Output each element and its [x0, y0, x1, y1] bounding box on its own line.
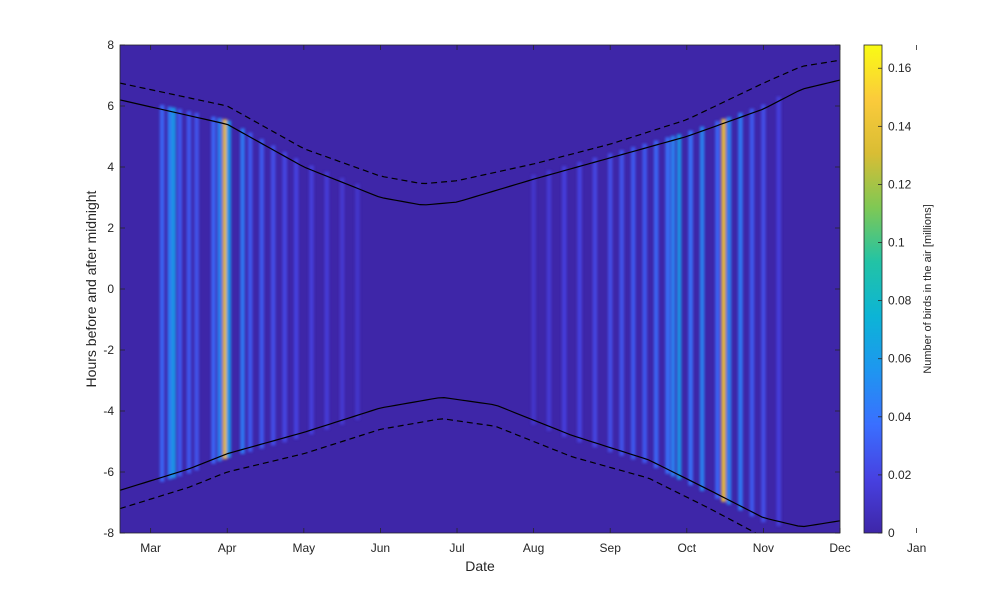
- colorbar-title: Number of birds in the air [millions]: [922, 204, 934, 373]
- migration-column: [665, 137, 670, 474]
- colorbar-tick-label: 0.1: [888, 236, 905, 250]
- y-tick-label: 2: [107, 221, 114, 235]
- migration-column: [247, 132, 253, 452]
- migration-column: [282, 151, 287, 443]
- migration-column: [721, 118, 726, 502]
- migration-column: [607, 153, 613, 453]
- migration-column: [630, 146, 636, 460]
- migration-column: [309, 165, 314, 435]
- migration-column: [186, 111, 192, 474]
- colorbar-tick-label: 0.14: [888, 119, 912, 133]
- migration-column: [688, 130, 693, 486]
- colorbar-tick-label: 0.16: [888, 61, 912, 75]
- y-tick-label: 8: [107, 38, 114, 52]
- migration-column: [726, 116, 732, 505]
- migration-column: [738, 112, 743, 511]
- colorbar-gradient: [863, 44, 883, 534]
- migration-column: [226, 120, 232, 458]
- migration-column: [715, 120, 720, 499]
- migration-column: [211, 116, 216, 464]
- y-tick-label: -6: [103, 465, 114, 479]
- migration-column: [653, 140, 659, 469]
- x-tick-label: May: [292, 541, 315, 555]
- migration-column: [159, 104, 165, 482]
- x-tick-label: Jan: [907, 541, 926, 555]
- x-tick-label: Mar: [140, 541, 161, 555]
- migration-column: [171, 107, 176, 479]
- y-tick-label: 0: [107, 282, 114, 296]
- plot-area: [119, 44, 841, 534]
- migration-column: [259, 138, 264, 449]
- migration-column: [177, 108, 183, 477]
- x-tick-label: Jul: [449, 541, 464, 555]
- colorbar-tick-label: 0: [888, 526, 895, 540]
- migration-column: [619, 150, 624, 456]
- colorbar-tick-label: 0.08: [888, 294, 912, 308]
- y-tick-label: -8: [103, 526, 114, 540]
- x-tick-label: Jun: [371, 541, 390, 555]
- y-axis: 8 6 4 2 0 -2 -4 -6 -8: [103, 38, 840, 540]
- plot-background: [120, 45, 840, 533]
- x-tick-label: Apr: [218, 541, 237, 555]
- sunrise-curve: [120, 396, 840, 528]
- migration-column: [749, 108, 755, 517]
- colorbar-tick-label: 0.06: [888, 352, 912, 366]
- migration-column: [670, 135, 676, 477]
- migration-column: [592, 157, 598, 448]
- colorbar-tick-label: 0.02: [888, 468, 912, 482]
- colorbar-ticks: 0 0.02 0.04 0.06 0.08 0.1 0.12 0.14 0.16: [878, 61, 912, 540]
- migration-column: [167, 106, 173, 480]
- colorbar: 0 0.02 0.04 0.06 0.08 0.1 0.12 0.14 0.16 Number …: [863, 44, 934, 540]
- migration-column: [642, 143, 647, 464]
- y-tick-label: 6: [107, 99, 114, 113]
- y-tick-label: 4: [107, 160, 114, 174]
- migration-column: [676, 134, 682, 480]
- x-tick-label: Nov: [753, 541, 774, 555]
- x-tick-label: Oct: [677, 541, 696, 555]
- migration-column: [546, 170, 552, 431]
- y-axis-title: Hours before and after midnight: [83, 190, 99, 387]
- migration-column: [324, 171, 330, 430]
- migration-column: [270, 145, 276, 446]
- colorbar-tick-label: 0.04: [888, 410, 912, 424]
- migration-column: [217, 117, 222, 462]
- x-axis: Mar Apr May Jun Jul Aug Sep Oct Nov Dec Jan: [140, 45, 926, 555]
- x-axis-title: Date: [465, 558, 495, 574]
- twilight-curves: [120, 59, 840, 533]
- x-tick-label: Aug: [523, 541, 544, 555]
- migration-column: [561, 166, 567, 437]
- migration-column: [776, 96, 782, 526]
- y-tick-label: -2: [103, 343, 114, 357]
- sunset-dashed-curve: [120, 59, 840, 185]
- migration-columns: [159, 96, 782, 526]
- migration-column: [531, 174, 536, 425]
- migration-column: [699, 126, 705, 492]
- migration-column: [194, 112, 199, 471]
- migration-column: [761, 104, 766, 523]
- sunrise-dashed-curve: [120, 418, 757, 533]
- migration-column: [355, 183, 360, 420]
- y-tick-label: -4: [103, 404, 114, 418]
- colorbar-tick-label: 0.12: [888, 177, 912, 191]
- migration-column: [222, 119, 228, 460]
- x-tick-label: Dec: [829, 541, 850, 555]
- migration-column: [240, 128, 245, 454]
- migration-column: [339, 177, 345, 425]
- migration-column: [577, 161, 582, 443]
- x-tick-label: Sep: [600, 541, 622, 555]
- migration-column: [293, 158, 299, 440]
- sunset-curve: [120, 79, 840, 206]
